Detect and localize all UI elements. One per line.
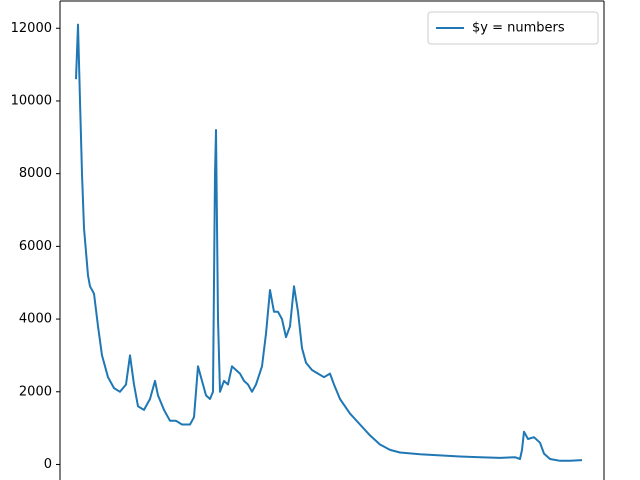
data-line bbox=[75, 23, 583, 462]
y-tick-label: 10000 bbox=[11, 93, 52, 108]
y-tick-label: 2000 bbox=[19, 384, 52, 399]
y-tick-label: 0 bbox=[44, 457, 52, 472]
y-tick-label: 12000 bbox=[11, 21, 52, 36]
legend-box bbox=[427, 11, 599, 45]
y-tick-label: 8000 bbox=[19, 166, 52, 181]
y-tick-label: 4000 bbox=[19, 312, 52, 327]
y-tick-label: 6000 bbox=[19, 239, 52, 254]
legend-label: $y = numbers bbox=[472, 21, 565, 36]
